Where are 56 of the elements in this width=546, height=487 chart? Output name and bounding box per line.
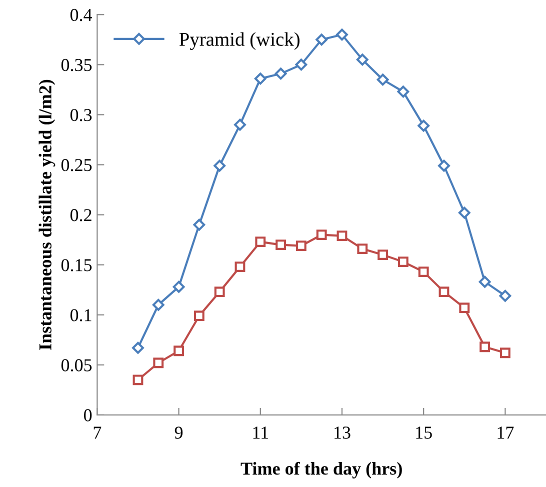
point bbox=[480, 342, 490, 352]
point bbox=[500, 348, 510, 358]
point bbox=[438, 286, 450, 298]
legend-label: Pyramid (wick) bbox=[179, 32, 300, 50]
x-tick-label: 17 bbox=[498, 426, 514, 439]
point bbox=[254, 72, 266, 85]
point bbox=[255, 236, 266, 247]
x-axis-title: Time of the day (hrs) bbox=[240, 462, 402, 478]
x-tick-label: 9 bbox=[174, 426, 183, 439]
point bbox=[356, 54, 368, 66]
y-tick-label: 0.35 bbox=[61, 58, 92, 72]
y-tick-label: 0.15 bbox=[61, 259, 92, 272]
point bbox=[397, 86, 410, 98]
x-tick-label: 7 bbox=[94, 426, 102, 439]
point bbox=[499, 290, 512, 302]
point bbox=[438, 160, 450, 172]
point bbox=[316, 230, 327, 240]
point bbox=[194, 310, 204, 322]
x-tick-label: 11 bbox=[253, 426, 268, 439]
point bbox=[418, 120, 430, 132]
point bbox=[193, 218, 206, 231]
point bbox=[458, 206, 470, 219]
point bbox=[132, 374, 144, 386]
point bbox=[274, 68, 287, 80]
point bbox=[214, 160, 226, 172]
point bbox=[336, 230, 348, 241]
point bbox=[378, 250, 388, 260]
y-tick-label: 0.4 bbox=[70, 8, 92, 22]
y-tick-label: 0.1 bbox=[70, 309, 92, 322]
point bbox=[132, 342, 144, 354]
point bbox=[376, 74, 389, 86]
point bbox=[336, 28, 348, 41]
x-tick-label: 13 bbox=[334, 426, 350, 439]
point bbox=[153, 358, 164, 368]
point bbox=[418, 266, 429, 278]
point bbox=[234, 262, 246, 272]
point bbox=[152, 298, 164, 311]
y-axis-title: Instantaneous distillate yield (l/m2) bbox=[38, 80, 56, 350]
point bbox=[398, 256, 408, 268]
y-tick-label: 0.2 bbox=[70, 209, 92, 222]
point bbox=[174, 346, 184, 356]
point bbox=[478, 276, 491, 288]
point bbox=[296, 240, 306, 252]
point bbox=[357, 244, 368, 254]
point bbox=[214, 286, 225, 298]
point bbox=[316, 34, 328, 46]
point bbox=[172, 280, 185, 293]
point bbox=[459, 302, 470, 314]
y-tick-label: 0.05 bbox=[61, 359, 92, 372]
point bbox=[276, 240, 286, 250]
y-tick-label: 0.3 bbox=[70, 108, 92, 122]
y-tick-label: 0 bbox=[84, 409, 92, 422]
x-tick-label: 15 bbox=[416, 426, 432, 439]
point bbox=[234, 118, 246, 131]
point bbox=[295, 58, 308, 71]
y-tick-label: 0.25 bbox=[61, 158, 92, 172]
